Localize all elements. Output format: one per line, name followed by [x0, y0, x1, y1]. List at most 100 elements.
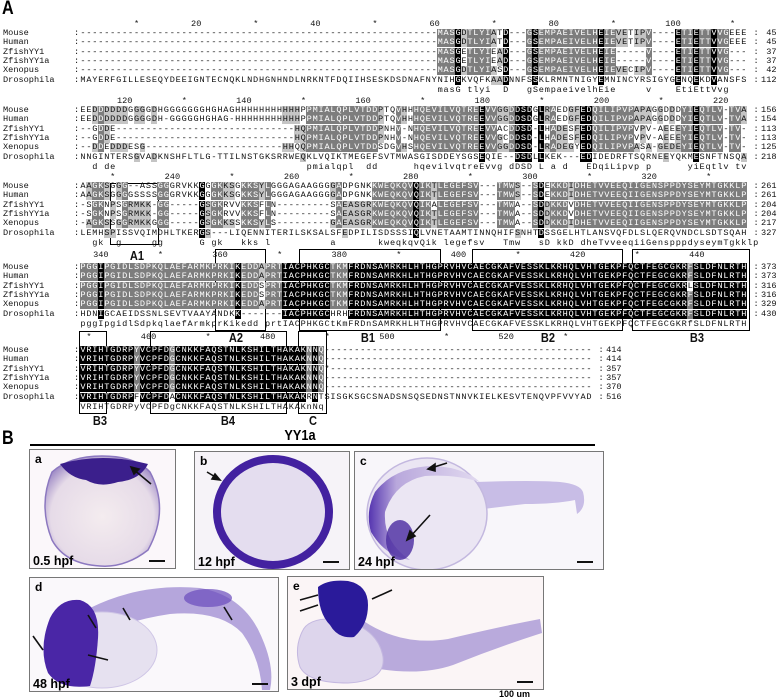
species-name: ZfishYY1: [3, 46, 45, 57]
separator: :: [753, 105, 759, 115]
species-name: ZfishYY1a: [3, 289, 50, 300]
ruler-mark: *: [396, 250, 402, 260]
panel-letter: c: [360, 454, 367, 468]
separator: :: [753, 65, 759, 76]
embryo-a-cap: [60, 458, 148, 485]
domain-label-b3: B3: [689, 330, 705, 345]
residue-count: 113: [761, 123, 777, 134]
separator: :: [753, 218, 759, 229]
ruler-mark: *: [610, 19, 616, 29]
species-name: ZfishYY1: [3, 280, 45, 291]
stage-label: 48 hpf: [33, 677, 70, 691]
sequence-row: AAGKSGGG--ASSGGGRVKKGGGKKSGKKSYLGGGAGAAG…: [80, 182, 747, 191]
separator: :: [74, 105, 80, 115]
separator: :: [753, 151, 759, 162]
ruler-mark: 100: [665, 19, 681, 29]
sequence-row: MAYERFGILLESEQYDEEIGNTECNQKLNDHGNHNDLNRK…: [80, 75, 747, 85]
sequence-row: -AGKSSGGRMKKGGG-----GSGKKSSKKSYLS-------…: [80, 219, 747, 229]
species-name: Mouse: [3, 345, 29, 355]
separator: :: [753, 123, 759, 134]
ruler-mark: 380: [331, 250, 347, 260]
species-name: ZfishYY1a: [3, 132, 50, 143]
sequence-row: HDNIGCAEIDSSNLSEVTVAAYANDKK-------IACPHK…: [80, 309, 747, 319]
embryo-image-e: e 3 dpf: [287, 576, 544, 690]
separator: :: [74, 372, 80, 383]
ruler-mark: 140: [236, 96, 252, 106]
ruler-mark: *: [634, 250, 640, 260]
separator: :: [753, 208, 759, 219]
ruler-mark: *: [181, 96, 187, 106]
residue-count: 430: [761, 308, 777, 319]
species-name: ZfishYY1: [3, 363, 45, 374]
ruler-mark: *: [586, 172, 593, 182]
residue-count: 37: [766, 55, 777, 66]
ruler-mark: *: [229, 172, 235, 182]
residue-count: 414: [606, 345, 622, 355]
separator: :: [598, 363, 604, 374]
ruler-mark: *: [706, 172, 712, 182]
ruler-mark: *: [277, 250, 283, 260]
ruler-mark: *: [730, 19, 736, 29]
separator: :: [753, 262, 759, 272]
embryo-image-c: c 24 hpf: [354, 451, 604, 570]
ruler-mark: 360: [212, 250, 228, 260]
separator: :: [74, 289, 80, 300]
sequence-row: VRIHTGDRPFVCPFDACNKKFAQSTNLKSHILTHAKAKRN…: [80, 392, 592, 402]
separator: :: [598, 345, 604, 355]
residue-count: 45: [766, 37, 777, 48]
sequence-row: VRIHTGDRPYVCPFDGCNKKFAQSTNLKSHILTHAKAKNN…: [80, 373, 592, 383]
scale-bar: [517, 681, 533, 683]
sequence-row: VRIHTGDRPYVCPFDGCNKKFAQSTNLKSHILTHAKAKNN…: [80, 364, 592, 374]
sequence-row: VRIHTGDRPYVCPFDGCNKKFAQSTNLKSHILTHAKAKNN…: [80, 355, 592, 365]
arrow-icon: [426, 462, 448, 473]
residue-count: 329: [761, 299, 777, 310]
separator: :: [753, 280, 759, 291]
ruler-mark: *: [205, 332, 211, 342]
embryo-d-head: [43, 599, 99, 687]
ruler-mark: *: [348, 172, 354, 182]
embryo-e-drawing: [296, 580, 542, 684]
consensus-row: gk g gg G gk kks l a kweqkqvQik legefsv …: [92, 238, 759, 248]
species-name: ZfishYY1a: [3, 372, 50, 383]
separator: :: [753, 299, 759, 310]
ruler-mark: *: [539, 96, 545, 106]
species-name: Human: [3, 271, 29, 282]
sequence-row: LEMHSPISSVQIMDHLTKERGS---LIQENNITERILSKS…: [80, 228, 747, 238]
sequence-row: VRIHTGDRPYVCPFDGCNKKFAQSTNLKSHILTHAKAKNN…: [80, 383, 592, 393]
separator: :: [74, 181, 80, 191]
separator: :: [598, 391, 604, 402]
embryo-image-a: a 0.5 hpf: [29, 449, 176, 569]
species-name: Human: [3, 37, 29, 48]
sequence-row: PGGIPGIDLSDPKQLAEFARMKPRKIKEDDSPRTIACPHK…: [80, 290, 747, 300]
sequence-row: --GDDE------------------------------HQPM…: [80, 124, 747, 134]
ruler-mark: 40: [310, 19, 321, 29]
separator: :: [74, 354, 80, 365]
arrow-icon: [299, 589, 393, 612]
residue-count: 316: [761, 289, 777, 300]
species-name: Drosophila: [3, 151, 55, 162]
species-name: ZfishYY1a: [3, 55, 50, 66]
ruler-mark: *: [253, 19, 259, 29]
ruler-mark: 160: [355, 96, 371, 106]
sequence-row: PGGIPGIDLSDPKQLAEFARMKPRKIKEDDSPRTIACPHK…: [80, 281, 747, 291]
species-name: Mouse: [3, 28, 29, 38]
ruler-mark: 180: [474, 96, 491, 106]
species-name: Drosophila: [3, 74, 55, 85]
stage-label: 3 dpf: [291, 675, 321, 689]
ruler-mark: 520: [498, 332, 514, 342]
residue-count: 414: [606, 354, 622, 365]
embryo-d-trunk: [90, 587, 272, 690]
species-name: Drosophila: [3, 308, 55, 319]
separator: :: [74, 382, 80, 393]
separator: :: [598, 372, 604, 383]
residue-count: 370: [606, 382, 622, 393]
ruler-mark: 420: [569, 250, 586, 260]
residue-count: 156: [761, 105, 777, 115]
residue-count: 261: [761, 190, 777, 201]
embryo-image-b: b 12 hpf: [194, 451, 350, 570]
consensus-row: pggIpgidlSdpkqlaefArmkprKikedd prtIACPHK…: [80, 319, 747, 329]
embryo-b-drawing: [206, 455, 333, 569]
separator: :: [74, 37, 80, 48]
residue-count: 516: [606, 391, 622, 402]
panel-letter: e: [293, 579, 300, 593]
